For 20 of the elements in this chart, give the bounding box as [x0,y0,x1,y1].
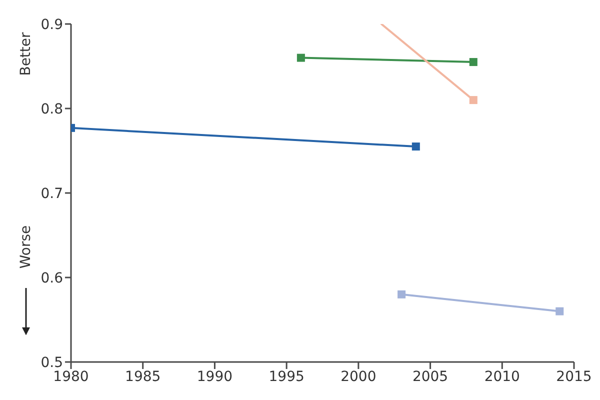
x-tick-label: 1985 [125,368,161,385]
text: Better [18,32,34,76]
x-tick-label: 1990 [196,368,233,385]
y-tick-label: 0.7 [40,186,63,202]
y-tick-label: 0.6 [40,270,64,286]
x-tick-label: 1995 [268,368,304,385]
text: Worse [18,225,34,269]
point [556,307,564,316]
y-tick-label: 0.5 [40,354,63,371]
x-tick-label: 2005 [412,368,448,385]
point [469,58,478,66]
x-tick-label: 1980 [53,368,89,385]
y-tick-label: 0.9 [40,16,63,33]
y-tick-label: 0.8 [40,101,63,118]
x-tick-label: 2015 [556,368,592,385]
point [398,290,406,298]
x-tick-label: 2000 [340,368,376,385]
point [296,54,305,62]
x-tick-label: 2010 [484,368,520,385]
point [469,96,478,104]
